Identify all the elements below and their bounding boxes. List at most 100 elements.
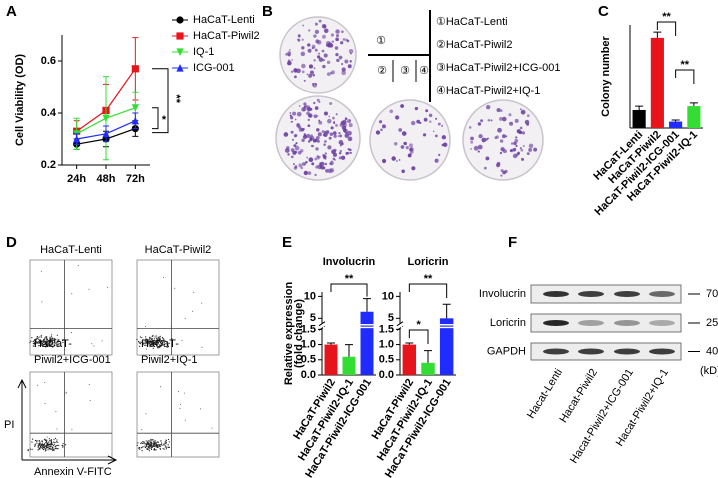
colony <box>407 153 412 158</box>
cell-event <box>39 441 41 443</box>
colony <box>324 140 327 143</box>
colony <box>303 79 306 82</box>
cell-event <box>151 344 153 346</box>
cell-event <box>181 339 183 341</box>
cell-event <box>161 336 163 339</box>
cell-event <box>159 444 161 446</box>
cell-event <box>37 384 39 386</box>
chart-title: Involucrin <box>323 256 376 268</box>
cell-event <box>154 440 156 442</box>
y-tick-label: 1.0 <box>379 338 394 350</box>
cell-event <box>160 442 163 444</box>
colony <box>519 147 522 150</box>
cell-event <box>33 345 35 347</box>
colony <box>311 162 315 166</box>
colony <box>422 133 427 137</box>
cell-event <box>144 325 146 327</box>
cell-event <box>157 446 159 448</box>
cell-event <box>154 343 157 346</box>
cell-event <box>93 345 95 347</box>
cell-event <box>45 446 48 449</box>
break-stripe <box>323 324 377 326</box>
cell-event <box>146 442 149 444</box>
colony <box>338 55 343 60</box>
colony <box>478 134 483 139</box>
colony <box>409 148 412 152</box>
colony <box>290 148 295 152</box>
colony <box>293 144 297 148</box>
axis-break <box>396 321 404 327</box>
y-axis-label: Relative expression <box>283 282 295 386</box>
cell-event <box>163 448 165 450</box>
colony <box>519 126 523 130</box>
legend-marker <box>176 64 184 72</box>
cell-event <box>48 443 50 445</box>
cell-event <box>63 393 65 395</box>
legend-marker <box>176 48 184 56</box>
cell-event <box>149 439 152 441</box>
colony <box>293 166 298 170</box>
cell-event <box>145 445 148 447</box>
cell-event <box>58 339 60 341</box>
colony <box>332 152 338 157</box>
colony <box>395 160 398 162</box>
data-point <box>131 65 139 73</box>
cell-event <box>151 337 153 340</box>
y-axis-label: Cell Viability (OD) <box>14 54 26 146</box>
cell-event <box>55 339 57 341</box>
colony <box>289 114 292 117</box>
cell-event <box>146 342 149 345</box>
cell-event <box>170 325 172 327</box>
colony <box>468 126 472 129</box>
cell-event <box>146 444 148 446</box>
cell-event <box>145 342 147 344</box>
cell-event <box>62 445 64 447</box>
cell-event <box>45 341 47 343</box>
colony <box>323 53 328 58</box>
colony <box>515 153 519 157</box>
colony <box>405 146 409 150</box>
cell-event <box>45 448 47 450</box>
cell-event <box>151 444 153 446</box>
cell-event <box>141 446 143 448</box>
colony <box>330 70 335 75</box>
cell-event <box>150 447 152 450</box>
cell-event <box>137 442 139 444</box>
cell-event <box>148 338 150 341</box>
cell-event <box>147 442 150 444</box>
colony <box>313 114 318 119</box>
size-label: 25 <box>706 317 718 329</box>
panel-label: D <box>6 234 17 251</box>
cell-event <box>53 449 55 451</box>
colony <box>519 108 522 111</box>
colony <box>349 119 351 122</box>
colony <box>394 115 400 120</box>
colony <box>298 125 302 130</box>
colony <box>348 48 354 54</box>
colony <box>323 143 326 146</box>
colony <box>509 149 513 152</box>
bar <box>632 109 646 128</box>
cell-event <box>141 442 144 445</box>
cell-event <box>162 342 164 345</box>
cell-event <box>162 444 164 446</box>
cell-event <box>167 444 169 446</box>
cell-event <box>37 449 39 451</box>
size-unit: (kD) <box>700 365 718 377</box>
flow-title: HaCaT- <box>34 338 72 350</box>
colony <box>288 49 291 51</box>
blot-band <box>543 291 569 297</box>
colony <box>325 43 330 47</box>
colony <box>308 73 313 78</box>
colony <box>302 134 307 140</box>
cell-event <box>46 340 49 342</box>
colony <box>341 62 344 66</box>
colony <box>301 38 304 41</box>
colony <box>389 109 394 114</box>
colony <box>524 119 530 125</box>
cell-event <box>37 341 39 343</box>
panel-label: C <box>598 3 609 20</box>
colony <box>314 106 319 110</box>
colony <box>333 121 336 124</box>
